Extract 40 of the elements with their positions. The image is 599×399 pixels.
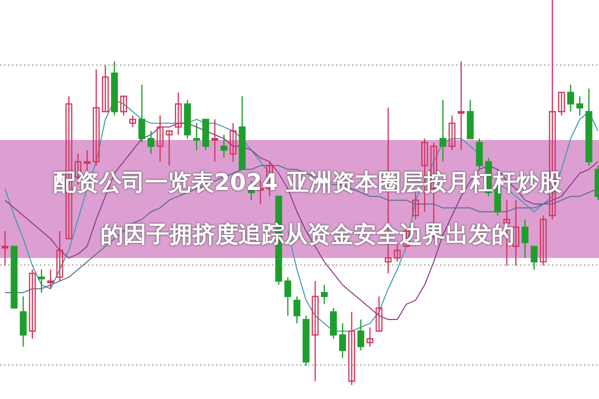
candlestick xyxy=(376,296,382,332)
candlestick xyxy=(366,326,374,348)
candlestick xyxy=(476,138,483,170)
candlestick xyxy=(28,268,36,340)
candlestick xyxy=(211,118,218,162)
candlestick xyxy=(412,192,419,220)
candlestick xyxy=(320,284,328,305)
candlestick xyxy=(174,92,182,136)
candlestick xyxy=(2,230,8,266)
candlestick xyxy=(120,96,128,116)
candlestick xyxy=(339,322,346,359)
candlestick xyxy=(38,268,45,294)
candlestick xyxy=(576,96,584,116)
candlestick xyxy=(567,84,574,112)
candlestick xyxy=(20,296,27,348)
candlestick xyxy=(448,114,456,151)
candlestick xyxy=(357,318,364,351)
candlestick xyxy=(193,122,200,151)
candlestick xyxy=(47,268,54,290)
candlestick xyxy=(439,100,446,162)
candlestick xyxy=(522,218,528,259)
candlestick xyxy=(312,280,319,382)
candlestick xyxy=(102,64,109,112)
candlestick xyxy=(330,307,337,340)
candlestick xyxy=(530,246,538,270)
candlestick xyxy=(166,130,173,166)
candlestick xyxy=(138,84,146,144)
candlestick xyxy=(230,122,237,162)
candlestick xyxy=(284,276,292,316)
candlestick xyxy=(540,215,547,266)
candlestick xyxy=(458,61,465,151)
candlestick xyxy=(156,114,164,162)
candlestick xyxy=(220,134,228,158)
candlestick xyxy=(294,296,300,324)
candlestick xyxy=(348,311,356,386)
candlestick xyxy=(148,130,154,155)
candlestick xyxy=(92,68,100,166)
candlestick xyxy=(129,114,136,128)
candlestick xyxy=(56,230,64,282)
candlestick xyxy=(558,92,565,116)
